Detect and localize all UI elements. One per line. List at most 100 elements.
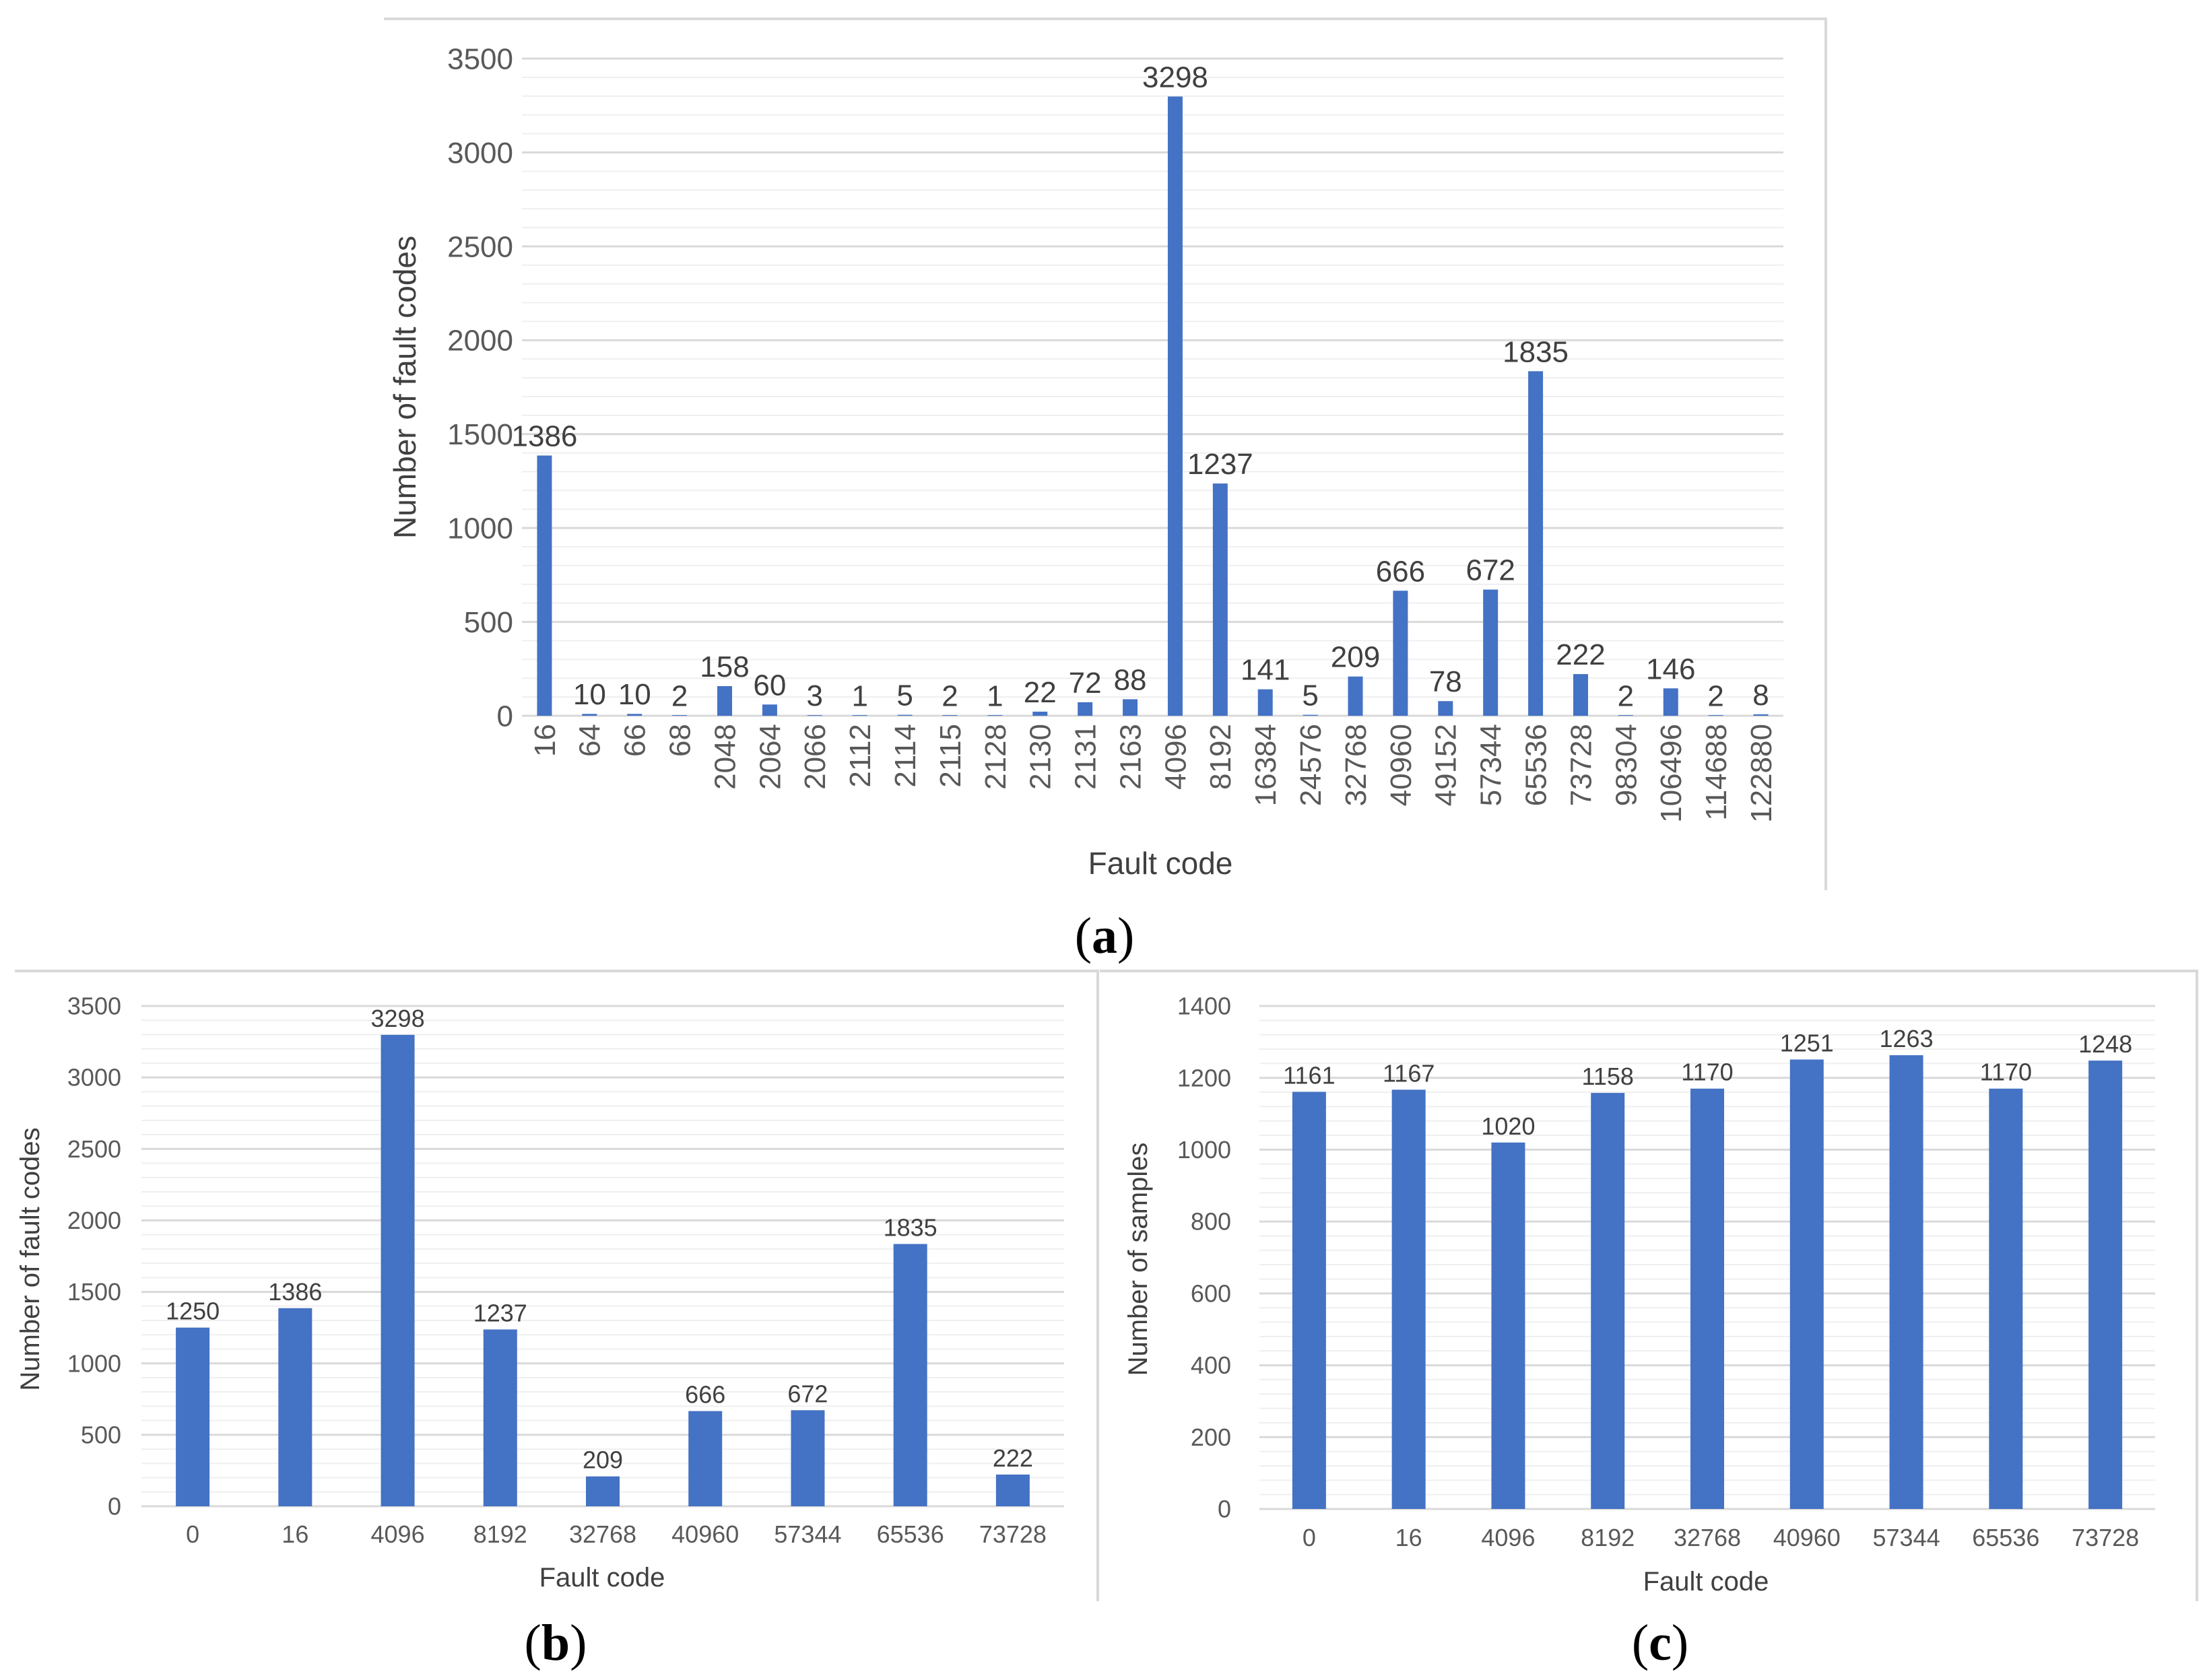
chart-a-y-axis-title: Number of fault codes — [387, 236, 422, 539]
chart-c-y-tick-label: 400 — [1191, 1351, 1231, 1379]
chart-a-x-tick-label: 114688 — [1700, 724, 1733, 821]
chart-a-y-tick-label: 3500 — [447, 42, 513, 75]
chart-a-y-tick-label: 3000 — [447, 137, 513, 170]
chart-a-x-tick-label: 2114 — [889, 724, 922, 788]
chart-a-bar — [1123, 699, 1138, 716]
chart-a-data-label: 672 — [1465, 554, 1515, 587]
chart-a-bar — [1708, 715, 1723, 716]
chart-a-x-tick-label: 65536 — [1519, 724, 1552, 806]
chart-a-bar — [1348, 676, 1363, 716]
chart-a-data-label: 141 — [1241, 654, 1290, 687]
chart-c-bar — [1491, 1142, 1525, 1509]
chart-b-data-label: 1237 — [473, 1299, 527, 1326]
chart-b-data-label: 3298 — [371, 1005, 425, 1032]
chart-a-bar — [762, 704, 777, 716]
chart-b-bar — [176, 1327, 210, 1506]
chart-c-x-tick-label: 32768 — [1674, 1524, 1741, 1551]
chart-a-y-tick-label: 2500 — [447, 230, 513, 263]
chart-a-x-tick-label: 16384 — [1249, 724, 1282, 806]
chart-c-y-tick-label: 600 — [1191, 1279, 1231, 1307]
chart-a-bar — [582, 714, 597, 716]
chart-a-data-label: 2 — [942, 679, 958, 712]
chart-b-y-ticks: 0 500 1000 1500 2000 2500 3000 3500 — [67, 993, 121, 1520]
chart-c-y-tick-label: 0 — [1218, 1496, 1231, 1523]
chart-a-data-label: 78 — [1429, 665, 1462, 698]
chart-c-y-tick-label: 800 — [1191, 1208, 1231, 1236]
chart-a-x-tick-label: 2130 — [1024, 724, 1057, 790]
chart-a-y-tick-label: 0 — [497, 700, 513, 733]
chart-a-x-tick-label: 16 — [529, 724, 562, 757]
chart-b-bar — [893, 1244, 927, 1506]
chart-b-x-axis-title: Fault code — [539, 1563, 665, 1592]
chart-a-data-label: 88 — [1114, 663, 1147, 696]
chart-c-data-labels: 1161 1167 1020 1158 1170 1251 1263 1170 1248 — [1283, 1025, 2132, 1140]
chart-c-y-tick-label: 1000 — [1177, 1136, 1231, 1164]
chart-a-data-label: 222 — [1556, 638, 1605, 671]
chart-c-bar — [1690, 1088, 1724, 1509]
chart-c-x-ticks: 0 16 4096 8192 32768 40960 57344 65536 73728 — [1303, 1524, 2139, 1551]
chart-a-data-label: 146 — [1646, 652, 1695, 685]
chart-a-bar — [1618, 715, 1633, 716]
chart-b-data-label: 1835 — [884, 1213, 937, 1241]
chart-a-bar — [717, 685, 733, 716]
chart-a-data-label: 1 — [987, 680, 1003, 713]
chart-b-x-tick-label: 16 — [282, 1520, 308, 1548]
chart-a-x-tick-label: 32768 — [1340, 724, 1373, 806]
chart-a-data-label: 1386 — [512, 420, 578, 453]
panel-label-a: (a) — [1075, 908, 1135, 964]
chart-b-x-tick-label: 8192 — [473, 1520, 527, 1548]
chart-a-frame-border — [384, 18, 1827, 890]
chart-a-data-label: 209 — [1331, 641, 1380, 674]
chart-c-data-label: 1161 — [1283, 1062, 1335, 1089]
chart-c-bar — [1889, 1055, 1923, 1509]
chart-c-y-tick-label: 1200 — [1177, 1064, 1231, 1091]
chart-a-x-tick-label: 2128 — [979, 724, 1012, 790]
chart-a-bar — [807, 715, 822, 716]
chart-a-y-tick-label: 1500 — [447, 418, 513, 451]
chart-c-y-axis-title: Number of samples — [1123, 1143, 1153, 1376]
panel-label-c: (c) — [1632, 1615, 1688, 1671]
chart-a-x-tick-label: 57344 — [1475, 724, 1508, 806]
chart-a-bar — [1167, 96, 1183, 716]
chart-c-data-label: 1158 — [1582, 1063, 1634, 1090]
chart-b-data-labels: 1250 1386 3298 1237 209 666 672 1835 222 — [166, 1005, 1033, 1474]
chart-b-data-label: 209 — [583, 1446, 623, 1474]
chart-c-bar — [1591, 1093, 1625, 1509]
chart-a-grid — [522, 57, 1783, 717]
chart-a-bar — [1753, 714, 1769, 716]
panel-label-b: (b) — [525, 1615, 587, 1671]
chart-a-x-tick-label: 98304 — [1610, 724, 1643, 806]
chart-c-bars — [1292, 1055, 2123, 1509]
chart-a-x-axis-title: Fault code — [1088, 846, 1233, 881]
chart-c-x-tick-label: 16 — [1395, 1524, 1422, 1551]
chart-c-bar — [2088, 1061, 2123, 1509]
chart-frames — [15, 18, 2198, 1601]
chart-c-y-tick-label: 200 — [1191, 1423, 1231, 1451]
chart-a-bar — [987, 715, 1003, 716]
chart-a-x-tick-label: 66 — [619, 724, 652, 757]
chart-b-bar — [791, 1410, 825, 1506]
chart-b-bar — [483, 1329, 517, 1506]
chart-a-bar — [1032, 711, 1048, 716]
chart-a-data-label: 10 — [573, 678, 606, 711]
chart-a-x-tick-label: 4096 — [1159, 724, 1192, 790]
chart-c-x-tick-label: 65536 — [1972, 1524, 2039, 1551]
chart-c-data-label: 1251 — [1780, 1030, 1834, 1057]
chart-a-data-label: 2 — [1618, 679, 1634, 712]
chart-b-y-tick-label: 2500 — [67, 1135, 121, 1163]
chart-a-x-tick-label: 2066 — [799, 724, 832, 790]
chart-a-x-tick-label: 122880 — [1745, 724, 1778, 823]
chart-c-frame-border — [1100, 970, 2198, 1601]
chart-a-bar — [1528, 371, 1544, 716]
chart-b-bars — [176, 1034, 1030, 1506]
chart-c-data-label: 1020 — [1481, 1112, 1535, 1140]
chart-b-y-tick-label: 0 — [108, 1493, 121, 1520]
chart-a-x-tick-label: 2115 — [934, 724, 967, 788]
chart-c-data-label: 1167 — [1383, 1059, 1435, 1087]
chart-c-data-label: 1170 — [1980, 1059, 2032, 1086]
chart-a-x-tick-label: 68 — [664, 724, 697, 757]
chart-b-data-label: 1386 — [268, 1278, 322, 1306]
chart-b-bar — [995, 1474, 1030, 1506]
